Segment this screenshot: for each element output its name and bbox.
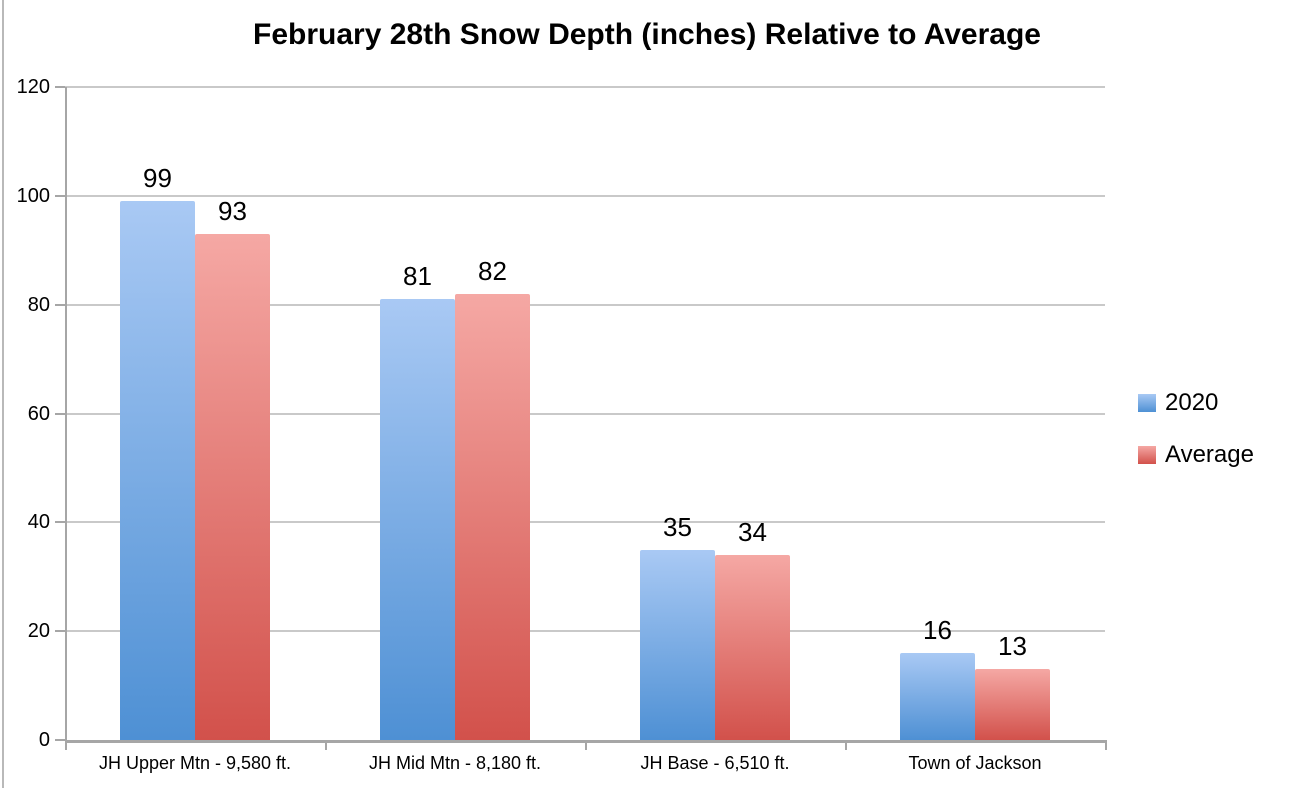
x-axis-label-3: JH Base - 6,510 ft. [640, 753, 790, 773]
y-tick-label-0: 0 [38, 729, 50, 751]
y-axis-line [65, 87, 67, 743]
y-tick-label-20: 20 [27, 620, 50, 643]
bar-average-2 [455, 293, 530, 740]
y-axis-tick-20 [55, 630, 65, 633]
bar-2020-3 [640, 549, 715, 740]
x-axis-tick-3 [845, 740, 847, 750]
y-axis-tick-100 [55, 194, 65, 197]
bar-value-label-2020-3: 35 [663, 511, 692, 542]
chart-title: February 28th Snow Depth (inches) Relati… [253, 18, 1041, 51]
bar-value-label-average-3: 34 [738, 516, 767, 547]
bar-value-label-2020-1: 99 [143, 163, 172, 194]
bar-2020-4 [900, 652, 975, 740]
y-axis-tick-0 [55, 739, 65, 741]
gridline-80 [65, 303, 1105, 306]
legend-entry-average: Average [1138, 443, 1254, 467]
legend-label-average: Average [1165, 441, 1254, 468]
gridline-60 [65, 412, 1105, 415]
legend-label-2020: 2020 [1165, 389, 1219, 416]
y-tick-label-80: 80 [27, 293, 50, 316]
gridline-40 [65, 521, 1105, 524]
bar-value-label-average-2: 82 [478, 255, 507, 286]
bar-average-1 [195, 233, 270, 740]
x-axis-tick-0 [65, 740, 67, 750]
y-tick-label-120: 120 [16, 76, 50, 98]
x-axis-label-2: JH Mid Mtn - 8,180 ft. [368, 753, 542, 773]
y-tick-label-40: 40 [27, 511, 50, 534]
legend-swatch-2020 [1138, 394, 1156, 412]
gridline-120 [65, 86, 1105, 88]
y-tick-label-60: 60 [27, 402, 50, 425]
legend-entry-2020: 2020 [1138, 391, 1254, 415]
bar-average-3 [715, 554, 790, 740]
bar-average-4 [975, 669, 1050, 740]
gridline-20 [65, 630, 1105, 633]
y-axis-tick-40 [55, 521, 65, 524]
y-axis-tick-120 [55, 86, 65, 88]
x-axis-tick-1 [325, 740, 327, 750]
bar-value-label-2020-2: 81 [403, 261, 432, 292]
x-axis-label-4: Town of Jackson [908, 753, 1042, 773]
y-axis-tick-60 [55, 412, 65, 415]
bar-value-label-average-1: 93 [218, 195, 247, 226]
y-tick-label-100: 100 [16, 184, 50, 207]
legend: 2020 Average [1138, 391, 1254, 495]
x-axis-label-1: JH Upper Mtn - 9,580 ft. [98, 753, 292, 773]
bar-2020-2 [380, 299, 455, 740]
bar-value-label-2020-4: 16 [923, 614, 952, 645]
x-axis-tick-2 [585, 740, 587, 750]
window-left-border [2, 0, 4, 788]
bar-2020-1 [120, 201, 195, 740]
legend-swatch-average [1138, 446, 1156, 464]
gridline-100 [65, 194, 1105, 197]
x-axis-tick-4 [1105, 740, 1107, 750]
y-axis-tick-80 [55, 303, 65, 306]
bar-value-label-average-4: 13 [998, 631, 1027, 662]
